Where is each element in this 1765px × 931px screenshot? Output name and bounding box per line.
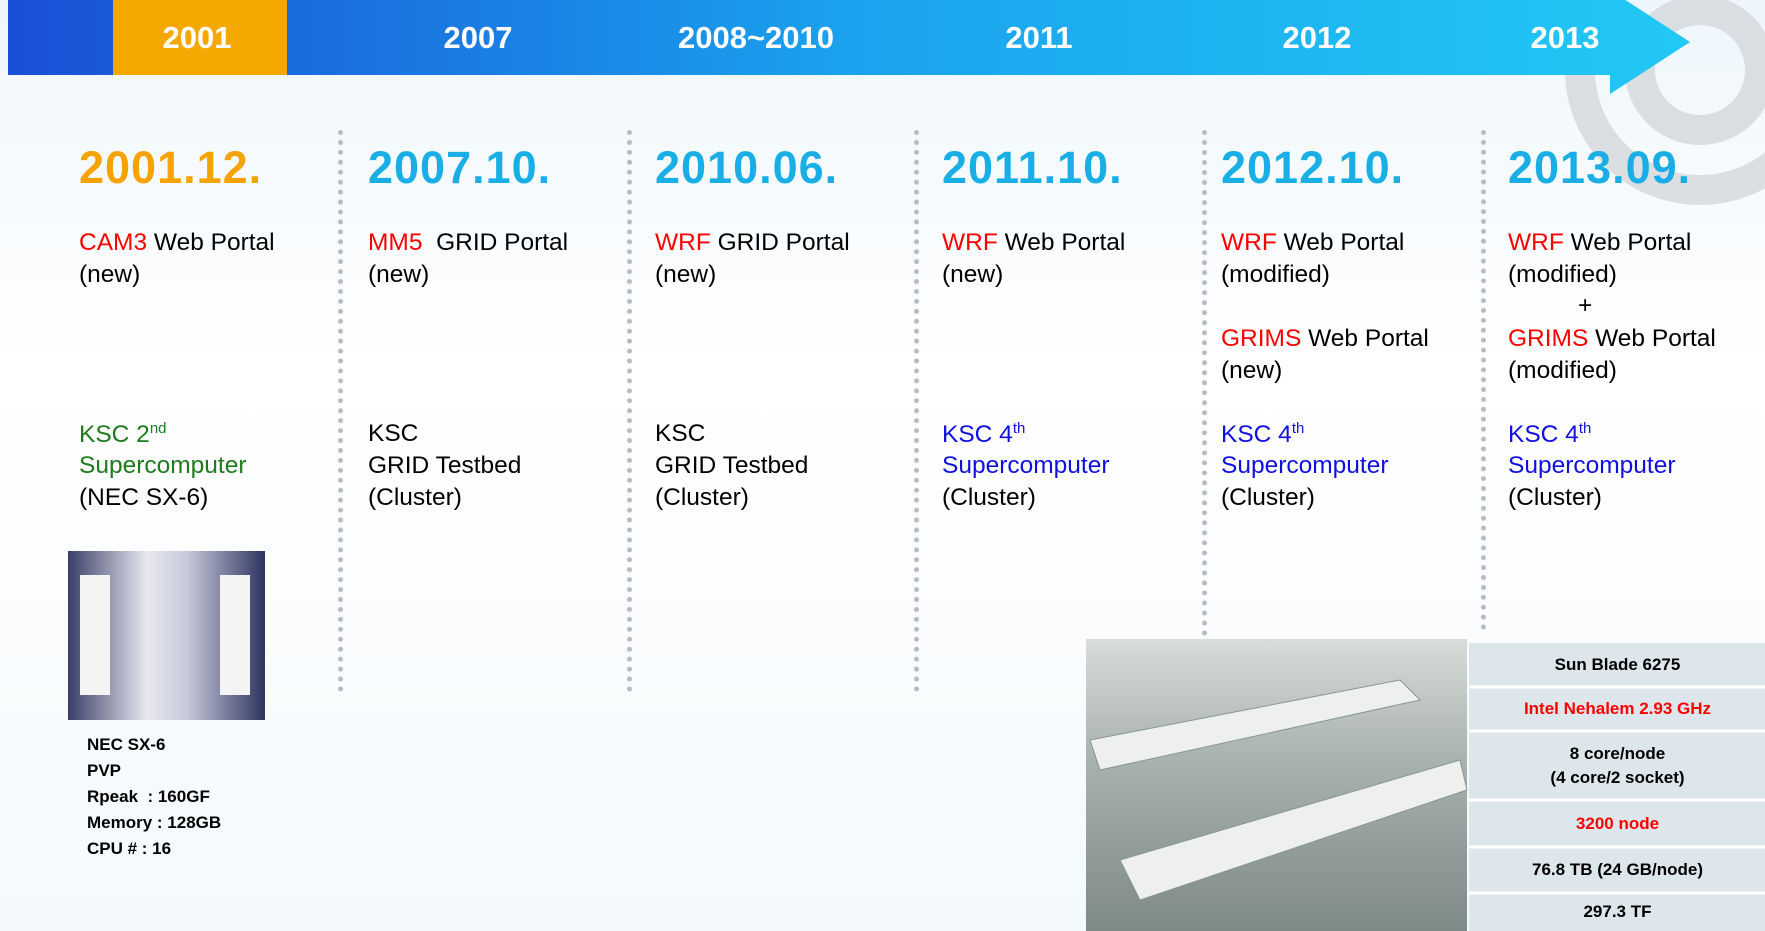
- portal-status: (modified): [1508, 357, 1617, 385]
- portal-type: Web Portal: [1277, 229, 1405, 256]
- model-name: WRF: [655, 229, 711, 256]
- system-line: (Cluster): [368, 484, 462, 512]
- table-cell: 297.3 TF: [1470, 893, 1765, 931]
- spec-line: CPU # : 16: [87, 839, 171, 859]
- system-line: (Cluster): [1221, 484, 1315, 512]
- portal-status: (new): [79, 261, 140, 289]
- portal-type: Web Portal: [147, 229, 275, 256]
- model-name: MM5: [368, 229, 422, 256]
- portal-name: WRF Web Portal: [942, 229, 1125, 257]
- date: 2012.10.: [1221, 142, 1404, 194]
- system-label: KSC: [655, 420, 705, 447]
- system-label: KSC 2: [79, 421, 150, 448]
- date: 2010.06.: [655, 142, 838, 194]
- system-name: KSC 2nd: [79, 420, 167, 449]
- date: 2011.10.: [942, 142, 1123, 194]
- superscript: nd: [150, 420, 167, 437]
- table-cell: Sun Blade 6275: [1470, 643, 1765, 687]
- model-name: WRF: [1221, 229, 1277, 256]
- timeline-year: 2011: [1005, 20, 1072, 56]
- spec-line: Memory : 128GB: [87, 813, 221, 833]
- table-cell: 8 core/node(4 core/2 socket): [1470, 731, 1765, 800]
- portal-type: Web Portal: [1588, 325, 1716, 352]
- portal-name: WRF Web Portal: [1221, 229, 1404, 257]
- cell-line: (4 core/2 socket): [1470, 766, 1765, 790]
- system-line: (Cluster): [655, 484, 749, 512]
- portal-type: Web Portal: [1301, 325, 1429, 352]
- system-line: Supercomputer: [1508, 452, 1676, 480]
- plus: +: [1578, 292, 1592, 320]
- portal-type: Web Portal: [998, 229, 1126, 256]
- cell-line: Sun Blade 6275: [1470, 653, 1765, 677]
- system-line: Supercomputer: [942, 452, 1110, 480]
- system-label: KSC 4: [1508, 421, 1579, 448]
- spec-line: NEC SX-6: [87, 735, 165, 755]
- system-name: KSC 4th: [1508, 420, 1591, 449]
- timeline-year: 2007: [444, 20, 513, 56]
- superscript: th: [1292, 420, 1305, 437]
- cell-line: Intel Nehalem 2.93 GHz: [1470, 697, 1765, 721]
- separator: [914, 130, 919, 692]
- system-name: KSC 4th: [1221, 420, 1304, 449]
- portal-status: (new): [942, 261, 1003, 289]
- cell-line: 76.8 TB (24 GB/node): [1470, 858, 1765, 882]
- cell-line: 3200 node: [1470, 812, 1765, 836]
- model-name: GRIMS: [1221, 325, 1301, 352]
- model-name: WRF: [942, 229, 998, 256]
- system-line: (Cluster): [1508, 484, 1602, 512]
- slide: 2001 2007 2008~2010 2011 2012 2013 2001.12. CAM…: [0, 0, 1765, 931]
- separator: [1481, 130, 1486, 630]
- system-name: KSC: [368, 420, 418, 448]
- portal-name: GRIMS Web Portal: [1508, 325, 1716, 353]
- timeline-year: 2012: [1283, 20, 1352, 56]
- date: 2007.10.: [368, 142, 551, 194]
- portal-name: WRF Web Portal: [1508, 229, 1691, 257]
- portal-status: (new): [368, 261, 429, 289]
- separator: [338, 130, 343, 692]
- portal-status: (modified): [1508, 261, 1617, 289]
- system-label: KSC: [368, 420, 418, 447]
- system-name: KSC 4th: [942, 420, 1025, 449]
- table-cell: Intel Nehalem 2.93 GHz: [1470, 687, 1765, 731]
- table-cell: 76.8 TB (24 GB/node): [1470, 847, 1765, 893]
- separator: [1202, 130, 1207, 636]
- system-line: GRID Testbed: [655, 452, 808, 480]
- superscript: th: [1579, 420, 1592, 437]
- model-name: GRIMS: [1508, 325, 1588, 352]
- system-line: GRID Testbed: [368, 452, 521, 480]
- system-name: KSC: [655, 420, 705, 448]
- system-line: (NEC SX-6): [79, 484, 208, 512]
- portal-status: (new): [655, 261, 716, 289]
- system-label: KSC 4: [1221, 421, 1292, 448]
- timeline-year: 2008~2010: [678, 20, 834, 56]
- portal-type: GRID Portal: [422, 229, 568, 256]
- superscript: th: [1013, 420, 1026, 437]
- spec-line: Rpeak : 160GF: [87, 787, 210, 807]
- spec-line: PVP: [87, 761, 121, 781]
- model-name: WRF: [1508, 229, 1564, 256]
- model-name: CAM3: [79, 229, 147, 256]
- cell-line: 8 core/node: [1470, 742, 1765, 766]
- portal-type: GRID Portal: [711, 229, 850, 256]
- portal-name: MM5 GRID Portal: [368, 229, 568, 257]
- portal-status: (modified): [1221, 261, 1330, 289]
- portal-name: WRF GRID Portal: [655, 229, 850, 257]
- portal-name: GRIMS Web Portal: [1221, 325, 1429, 353]
- separator: [627, 130, 632, 692]
- system-label: KSC 4: [942, 421, 1013, 448]
- system-line: Supercomputer: [1221, 452, 1389, 480]
- portal-status: (new): [1221, 357, 1282, 385]
- table-cell: 3200 node: [1470, 800, 1765, 847]
- system-line: Supercomputer: [79, 452, 247, 480]
- portal-name: CAM3 Web Portal: [79, 229, 275, 257]
- system-line: (Cluster): [942, 484, 1036, 512]
- date: 2013.09.: [1508, 142, 1691, 194]
- cell-line: 297.3 TF: [1470, 900, 1765, 924]
- timeline-year: 2013: [1531, 20, 1600, 56]
- portal-type: Web Portal: [1564, 229, 1692, 256]
- date: 2001.12.: [79, 142, 262, 194]
- timeline-year: 2001: [163, 20, 232, 56]
